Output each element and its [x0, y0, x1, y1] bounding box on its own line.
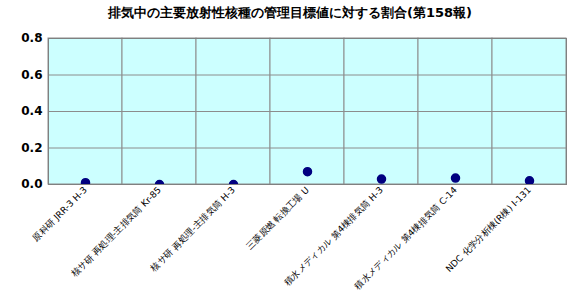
svg-text:積水メディカル 第4棟排気筒 H-3: 積水メディカル 第4棟排気筒 H-3 — [282, 184, 385, 288]
svg-text:核サ研 再処理-主排気筒 Kr-85: 核サ研 再処理-主排気筒 Kr-85 — [69, 184, 163, 279]
svg-text:原科研 JRR-3 H-3: 原科研 JRR-3 H-3 — [31, 185, 89, 243]
svg-text:NDC 化学分析棟(R棟) I-131: NDC 化学分析棟(R棟) I-131 — [444, 185, 533, 274]
svg-text:0.4: 0.4 — [21, 104, 42, 118]
svg-text:0.0: 0.0 — [21, 177, 42, 191]
svg-text:積水メディカル 第4棟排気筒 C-14: 積水メディカル 第4棟排気筒 C-14 — [353, 185, 460, 292]
svg-text:0.8: 0.8 — [21, 31, 42, 45]
svg-text:0.6: 0.6 — [21, 68, 42, 82]
svg-text:核サ研 再処理-主排気筒 H-3: 核サ研 再処理-主排気筒 H-3 — [148, 185, 237, 274]
html-text:排気中の主要放射性核種の管理目標値に対する割合(第158報): 排気中の主要放射性核種の管理目標値に対する割合(第158報) — [108, 5, 472, 20]
svg-text:三菱原燃 転換工場 U: 三菱原燃 転換工場 U — [244, 185, 311, 252]
svg-text:0.2: 0.2 — [21, 141, 42, 155]
